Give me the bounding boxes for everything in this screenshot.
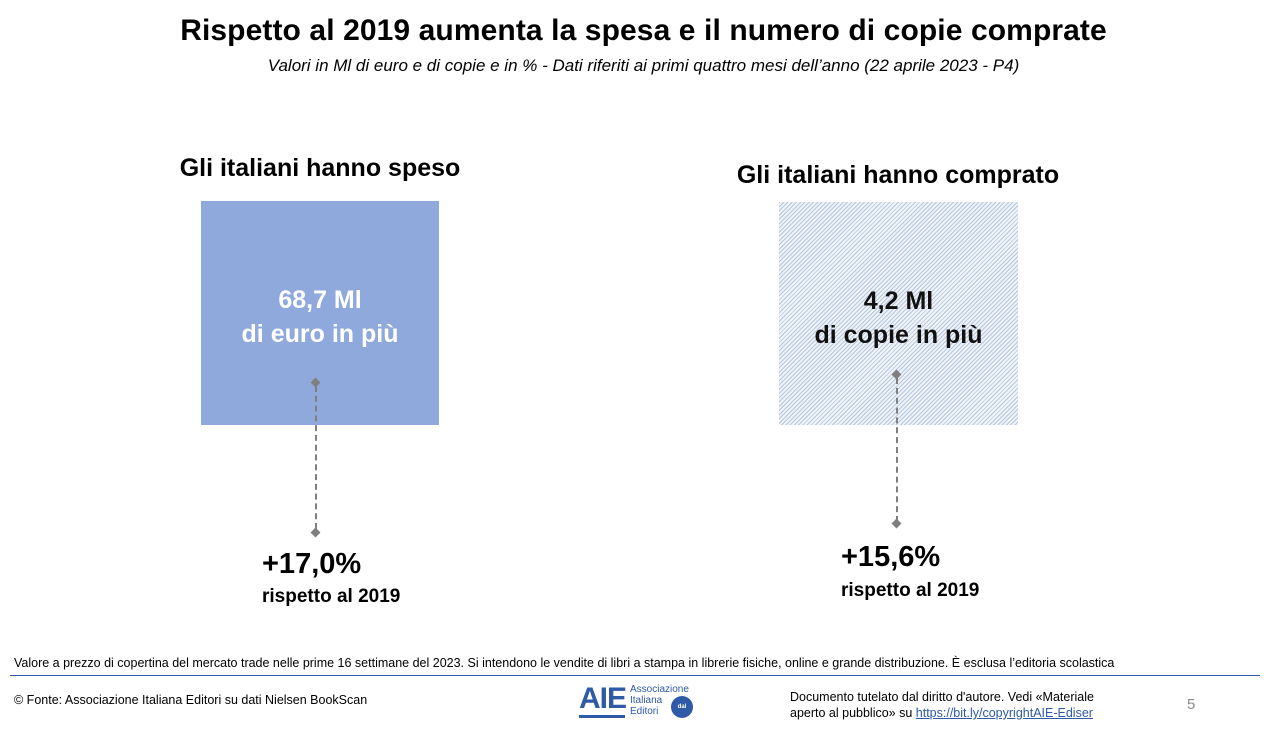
spending-description: di euro in più — [241, 320, 399, 348]
aie-logo-underline — [579, 715, 625, 718]
slide-title: Rispetto al 2019 aumenta la spesa e il n… — [180, 14, 1107, 47]
aie-logo-sub1: Associazione — [630, 684, 689, 695]
panel-heading-copies: Gli italiani hanno comprato — [736, 161, 1060, 189]
copies-description: di copie in più — [814, 321, 983, 349]
aie-logo-badge: dal 1869 — [671, 696, 693, 732]
connector-end-dot — [310, 527, 321, 538]
spending-amount: 68,7 Ml — [278, 286, 362, 314]
copies-amount: 4,2 Ml — [863, 287, 934, 315]
source-credit: © Fonte: Associazione Italiana Editori s… — [14, 693, 368, 707]
spending-comparison-label: rispetto al 2019 — [262, 586, 401, 607]
aie-logo: AIE Associazione Italiana Editori dal 18… — [579, 682, 699, 732]
footer-divider — [10, 675, 1260, 676]
copies-comparison-label: rispetto al 2019 — [841, 580, 980, 601]
copies-connector-line — [896, 378, 898, 522]
spending-change-percent: +17,0% — [262, 548, 362, 580]
copyright-line2: aperto al pubblico» su https://bit.ly/co… — [790, 705, 1094, 721]
aie-logo-sub3: Editori — [630, 706, 659, 717]
aie-logo-sub2: Italiana — [630, 695, 663, 706]
panel-heading-spending: Gli italiani hanno speso — [179, 154, 461, 182]
copyright-notice: Documento tutelato dal diritto d'autore.… — [790, 689, 1094, 721]
copies-change-percent: +15,6% — [841, 541, 941, 573]
page-number: 5 — [1187, 696, 1196, 713]
copyright-link[interactable]: https://bit.ly/copyrightAIE-Ediser — [915, 706, 1093, 720]
copies-value-box: 4,2 Ml di copie in più — [779, 202, 1018, 425]
spending-value-box: 68,7 Ml di euro in più — [201, 201, 439, 425]
copyright-line1: Documento tutelato dal diritto d'autore.… — [790, 690, 1094, 704]
connector-end-dot — [891, 518, 902, 529]
spending-connector-line — [315, 386, 317, 529]
slide-subtitle: Valori in Ml di euro e di copie e in % -… — [267, 56, 1020, 75]
aie-logo-text: AIE — [579, 682, 627, 715]
copyright-line2-text: aperto al pubblico» su — [790, 706, 916, 720]
methodology-note: Valore a prezzo di copertina del mercato… — [14, 656, 1115, 670]
